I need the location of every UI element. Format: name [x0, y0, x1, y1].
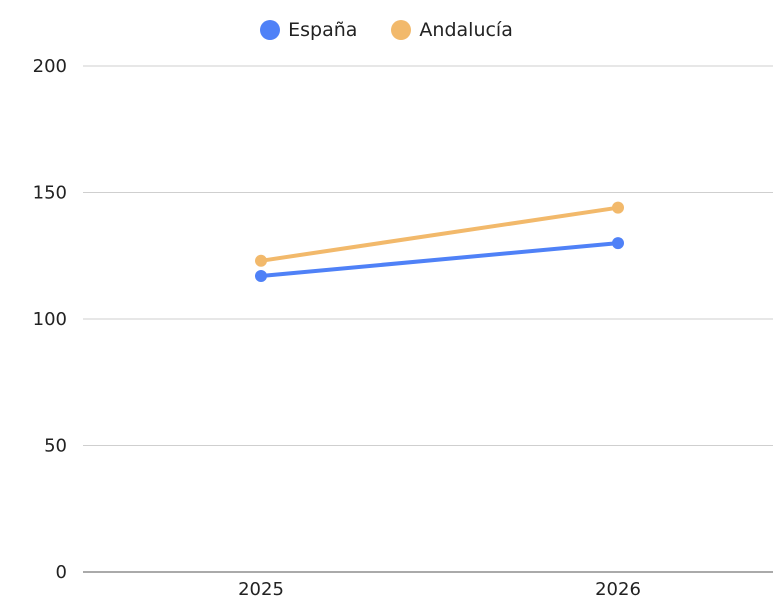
- y-tick-label-150: 150: [33, 183, 67, 204]
- legend-label-espana: España: [288, 19, 358, 41]
- legend-item-andalucia: Andalucía: [391, 19, 513, 41]
- x-tick-label-2026: 2026: [595, 579, 641, 596]
- legend-swatch-espana: [260, 20, 281, 40]
- data-point-andalucia-2025: [255, 254, 267, 267]
- legend-label-andalucia: Andalucía: [419, 19, 513, 41]
- x-tick-label-2025: 2025: [238, 579, 284, 596]
- data-point-espana-2025: [255, 269, 267, 282]
- data-point-andalucia-2026: [612, 201, 624, 214]
- y-tick-label-100: 100: [33, 309, 67, 330]
- legend-swatch-andalucia: [391, 20, 412, 40]
- data-point-espana-2026: [612, 237, 624, 250]
- series-line-andalucia: [259, 205, 620, 263]
- y-tick-label-50: 50: [44, 436, 67, 457]
- y-tick-label-0: 0: [56, 562, 67, 583]
- y-tick-label-200: 200: [33, 56, 67, 77]
- legend-item-espana: España: [260, 19, 357, 41]
- series-line-espana: [259, 241, 620, 278]
- legend: España Andalucía: [0, 16, 773, 44]
